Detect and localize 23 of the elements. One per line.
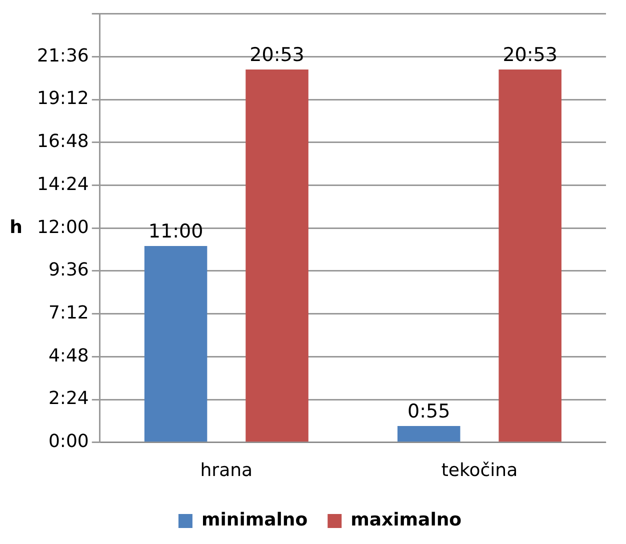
data-label: 20:53 bbox=[502, 44, 558, 66]
bar bbox=[397, 426, 460, 442]
y-tick-label: 0:00 bbox=[48, 431, 89, 452]
legend-label: minimalno bbox=[201, 510, 308, 531]
y-tick-label: 2:24 bbox=[48, 388, 89, 410]
legend-label: maximalno bbox=[350, 510, 462, 531]
bar bbox=[498, 70, 562, 442]
x-tick-label: tekočina bbox=[441, 460, 518, 481]
y-tick-label: 21:36 bbox=[37, 45, 89, 66]
data-label: 11:00 bbox=[148, 220, 204, 242]
y-tick-label: 14:24 bbox=[37, 174, 89, 195]
y-tick-label: 12:00 bbox=[37, 216, 89, 238]
y-tick-label: 16:48 bbox=[37, 131, 89, 152]
y-tick-label: 4:48 bbox=[48, 345, 89, 366]
y-tick-label: 9:36 bbox=[48, 260, 89, 281]
data-label: 20:53 bbox=[250, 44, 304, 66]
y-axis-title: h bbox=[10, 216, 22, 238]
y-tick-label: 7:12 bbox=[48, 302, 89, 324]
y-tick-label: 19:12 bbox=[37, 88, 89, 110]
data-label: 0:55 bbox=[408, 400, 450, 422]
bar bbox=[246, 70, 308, 442]
x-tick-label: hrana bbox=[200, 460, 253, 481]
bar bbox=[144, 246, 208, 442]
